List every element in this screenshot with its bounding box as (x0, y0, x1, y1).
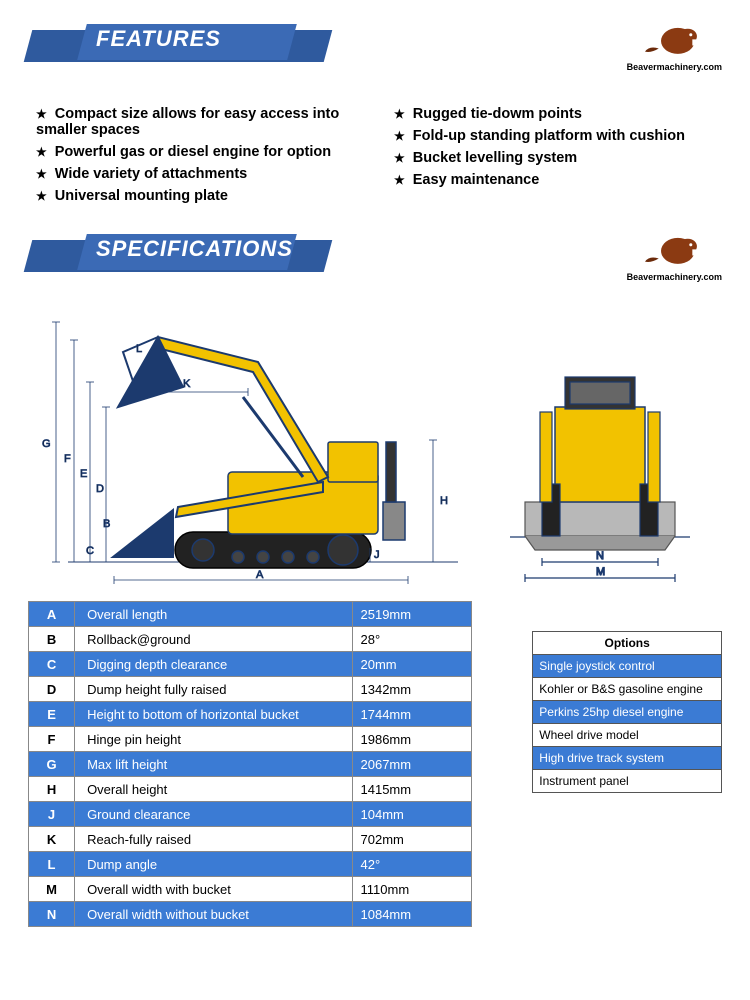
feature-item: Wide variety of attachments (36, 166, 364, 182)
spec-value: 1084mm (352, 902, 472, 927)
spec-value: 1744mm (352, 702, 472, 727)
spec-code: J (29, 802, 75, 827)
spec-value: 1986mm (352, 727, 472, 752)
spec-value: 1342mm (352, 677, 472, 702)
spec-label: Digging depth clearance (75, 652, 352, 677)
svg-text:D: D (96, 483, 104, 495)
spec-value: 104mm (352, 802, 472, 827)
spec-label: Overall width with bucket (75, 877, 352, 902)
specs-title: SPECIFICATIONS (96, 236, 293, 262)
options-table: OptionsSingle joystick controlKohler or … (532, 631, 722, 793)
option-item: Single joystick control (533, 655, 722, 678)
feature-item: Universal mounting plate (36, 188, 364, 204)
specs-header: SPECIFICATIONS Beavermachinery.com (28, 228, 722, 282)
svg-text:H: H (440, 495, 448, 507)
spec-label: Reach-fully raised (75, 827, 352, 852)
spec-row: MOverall width with bucket1110mm (29, 877, 472, 902)
svg-text:L: L (136, 343, 142, 355)
spec-label: Ground clearance (75, 802, 352, 827)
spec-row: GMax lift height2067mm (29, 752, 472, 777)
spec-code: L (29, 852, 75, 877)
spec-code: A (29, 602, 75, 627)
options-title: Options (533, 632, 722, 655)
svg-text:A: A (256, 569, 264, 581)
spec-code: G (29, 752, 75, 777)
spec-label: Max lift height (75, 752, 352, 777)
spec-row: KReach-fully raised702mm (29, 827, 472, 852)
beaver-icon (635, 18, 713, 60)
svg-text:N: N (596, 550, 604, 562)
feature-item: Rugged tie-dowm points (394, 106, 722, 122)
specs-banner: SPECIFICATIONS (28, 234, 348, 278)
spec-code: N (29, 902, 75, 927)
brand-text: Beavermachinery.com (627, 62, 722, 72)
spec-value: 1415mm (352, 777, 472, 802)
spec-value: 1110mm (352, 877, 472, 902)
option-item: High drive track system (533, 747, 722, 770)
spec-value: 2519mm (352, 602, 472, 627)
brand-logo: Beavermachinery.com (627, 18, 722, 72)
spec-value: 28° (352, 627, 472, 652)
spec-row: FHinge pin height1986mm (29, 727, 472, 752)
spec-code: M (29, 877, 75, 902)
features-header: FEATURES Beavermachinery.com (28, 18, 722, 72)
feature-item: Fold-up standing platform with cushion (394, 128, 722, 144)
svg-text:F: F (64, 453, 71, 465)
spec-value: 702mm (352, 827, 472, 852)
spec-row: AOverall length2519mm (29, 602, 472, 627)
brand-text-2: Beavermachinery.com (627, 272, 722, 282)
brand-logo-2: Beavermachinery.com (627, 228, 722, 282)
spec-label: Hinge pin height (75, 727, 352, 752)
spec-value: 2067mm (352, 752, 472, 777)
side-view-diagram: G F E D B C L K H (28, 292, 488, 587)
front-view-diagram: N M (500, 292, 700, 587)
svg-text:K: K (183, 378, 191, 390)
spec-label: Overall length (75, 602, 352, 627)
spec-value: 42° (352, 852, 472, 877)
spec-label: Overall width without bucket (75, 902, 352, 927)
option-item: Wheel drive model (533, 724, 722, 747)
spec-label: Overall height (75, 777, 352, 802)
feature-item: Powerful gas or diesel engine for option (36, 144, 364, 160)
svg-text:C: C (86, 545, 94, 557)
spec-code: D (29, 677, 75, 702)
spec-table: AOverall length2519mmBRollback@ground28°… (28, 601, 472, 927)
spec-row: DDump height fully raised1342mm (29, 677, 472, 702)
diagrams: G F E D B C L K H (28, 292, 722, 587)
spec-row: HOverall height1415mm (29, 777, 472, 802)
spec-row: LDump angle42° (29, 852, 472, 877)
feature-item: Compact size allows for easy access into… (36, 106, 364, 138)
features-title: FEATURES (96, 26, 221, 52)
features-list: Compact size allows for easy access into… (28, 82, 722, 228)
svg-text:E: E (80, 468, 87, 480)
spec-code: E (29, 702, 75, 727)
spec-row: CDigging depth clearance20mm (29, 652, 472, 677)
spec-row: NOverall width without bucket1084mm (29, 902, 472, 927)
svg-text:J: J (374, 549, 380, 561)
spec-value: 20mm (352, 652, 472, 677)
svg-text:B: B (103, 518, 110, 530)
spec-code: B (29, 627, 75, 652)
option-item: Instrument panel (533, 770, 722, 793)
spec-code: H (29, 777, 75, 802)
spec-label: Dump angle (75, 852, 352, 877)
spec-row: BRollback@ground28° (29, 627, 472, 652)
spec-label: Height to bottom of horizontal bucket (75, 702, 352, 727)
svg-text:M: M (596, 566, 605, 578)
spec-row: EHeight to bottom of horizontal bucket17… (29, 702, 472, 727)
spec-code: C (29, 652, 75, 677)
feature-item: Bucket levelling system (394, 150, 722, 166)
svg-text:G: G (42, 438, 51, 450)
option-item: Perkins 25hp diesel engine (533, 701, 722, 724)
option-item: Kohler or B&S gasoline engine (533, 678, 722, 701)
spec-row: JGround clearance104mm (29, 802, 472, 827)
spec-code: F (29, 727, 75, 752)
spec-label: Dump height fully raised (75, 677, 352, 702)
beaver-icon (635, 228, 713, 270)
features-banner: FEATURES (28, 24, 348, 68)
spec-label: Rollback@ground (75, 627, 352, 652)
spec-code: K (29, 827, 75, 852)
feature-item: Easy maintenance (394, 172, 722, 188)
tables: AOverall length2519mmBRollback@ground28°… (28, 597, 722, 927)
